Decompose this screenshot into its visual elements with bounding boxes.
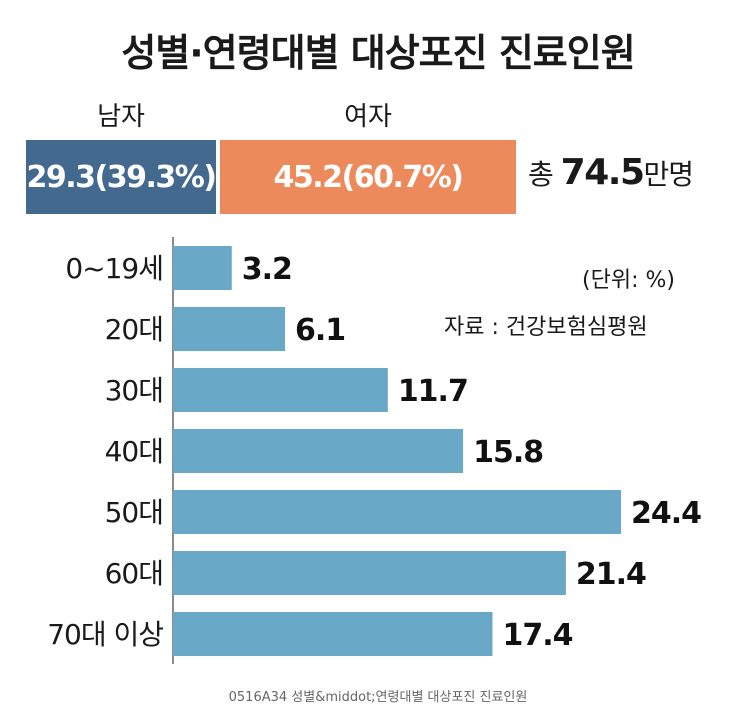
category-label-6: 70대 이상: [47, 618, 163, 651]
total-value: 74.5: [560, 152, 645, 193]
category-label-1: 20대: [105, 313, 163, 346]
category-label-4: 50대: [105, 496, 163, 529]
category-label-2: 30대: [105, 374, 163, 407]
bar-2: [173, 368, 388, 412]
bar-1: [173, 307, 285, 351]
total-prefix: 총: [528, 158, 554, 191]
category-label-5: 60대: [105, 557, 163, 590]
value-label-4: 24.4: [631, 496, 701, 531]
value-label-0: 3.2: [242, 252, 292, 287]
bar-6: [173, 612, 493, 656]
bar-3: [173, 429, 464, 473]
bar-4: [173, 490, 621, 534]
value-label-3: 15.8: [473, 435, 543, 470]
male-label: 남자: [97, 102, 145, 132]
chart-title: 성별·연령대별 대상포진 진료인원: [121, 31, 635, 75]
total-count: 총 74.5만명: [528, 152, 695, 193]
male-share-bar: 29.3(39.3%): [26, 140, 217, 214]
value-label-2: 11.7: [398, 374, 468, 409]
bar-0: [173, 246, 232, 290]
female-share-bar: 45.2(60.7%): [220, 140, 516, 214]
category-label-3: 40대: [105, 435, 163, 468]
source-note: 자료 : 건강보험심평원: [444, 315, 648, 340]
value-label-6: 17.4: [502, 618, 572, 653]
unit-note: (단위: %): [582, 268, 675, 293]
total-suffix: 만명: [643, 158, 695, 191]
value-label-1: 6.1: [295, 313, 345, 348]
bar-5: [173, 551, 566, 595]
category-label-0: 0~19세: [65, 252, 163, 285]
female-label: 여자: [344, 102, 392, 132]
value-label-5: 21.4: [576, 557, 646, 592]
footer-caption: 0516A34 성별&middot;연령대별 대상포진 진료인원: [228, 690, 528, 705]
